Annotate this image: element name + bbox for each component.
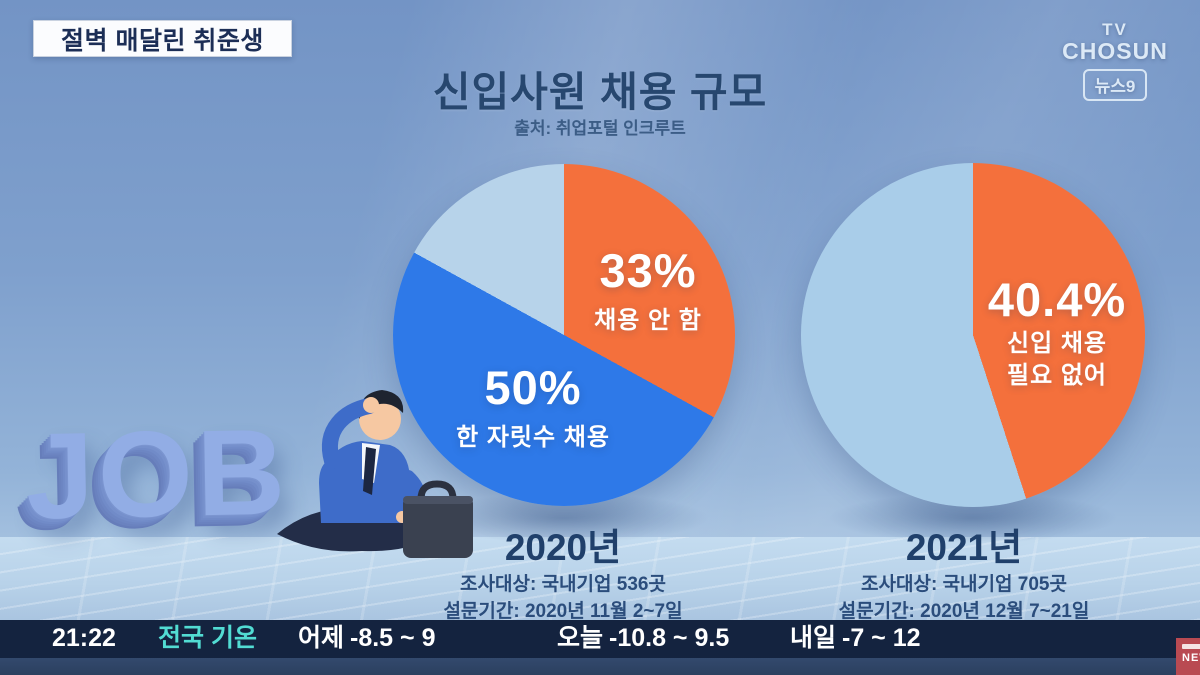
pie-2020-label-orange: 33% 채용 안 함 [594,243,702,335]
year-2020: 2020년 [504,527,622,568]
logo-tv-text: TV [1102,20,1128,39]
person-figure [277,390,473,558]
caption-no-need-line2: 필요 없어 [1007,362,1107,389]
year-block-2020: 2020년 조사대상: 국내기업 536곳 설문기간: 2020년 11월 2~… [383,517,743,625]
news9-badge: 뉴스9 [1082,69,1148,101]
ticker-today-value: -10.8 ~ 9.5 [609,624,730,652]
survey-target-2021: 조사대상: 국내기업 705곳 [861,574,1067,595]
survey-target-2020: 조사대상: 국내기업 536곳 [460,574,666,595]
ticker-yesterday-label: 어제 [298,624,345,652]
caption-no-need-line1: 신입 채용 [1007,330,1107,357]
chart-title: 신입사원 채용 규모 [432,69,768,115]
caption-no-hiring: 채용 안 함 [594,307,702,334]
caption-single-digit-hiring: 한 자릿수 채용 [456,424,610,451]
corner-logo-mark [1182,644,1200,649]
corner-logo-text: NEW [1182,652,1200,664]
job-seeker-illustration [263,381,481,581]
ticker-section-label: 전국 기온 [158,624,257,652]
survey-period-2020: 설문기간: 2020년 11월 2~7일 [443,601,683,622]
pie-2020-label-blue: 50% 한 자릿수 채용 [456,360,610,452]
pct-50: 50% [484,361,582,414]
logo-chosun-text: CHOSUN [1062,38,1168,64]
headline-badge: 절벽 매달린 취준생 [33,20,292,57]
tv-chosun-logo: TV CHOSUN 뉴스9 [1060,20,1170,101]
ticker-yesterday-value: -8.5 ~ 9 [350,624,436,652]
year-2021: 2021년 [905,527,1023,568]
floor-tile-lines [0,537,1200,622]
survey-period-2021: 설문기간: 2020년 12월 7~21일 [838,601,1090,622]
pct-33: 33% [599,244,697,297]
pie-chart-2020 [393,164,735,506]
headline-text: 절벽 매달린 취준생 [61,26,264,55]
ticker-today-label: 오늘 [557,624,604,652]
chart-source: 출처: 취업포털 인크루트 [514,119,686,138]
pie-2021-label-orange: 40.4% 신입 채용 필요 없어 [988,272,1126,391]
briefcase-icon [403,480,473,558]
ticker-tomorrow-value: -7 ~ 12 [842,624,921,652]
job-3d-text: JOB [24,403,291,545]
tv-chosun-news-corner-logo: NEW [1176,638,1200,675]
ticker-tomorrow-label: 내일 [790,624,837,652]
studio-floor [0,537,1200,622]
pie-chart-2021 [801,163,1145,507]
clock: 21:22 [52,624,116,652]
pct-40-4: 40.4% [987,273,1127,326]
ticker-lower-strip [0,658,1200,675]
weather-ticker: 21:22 전국 기온 어제 -8.5 ~ 9 오늘 -10.8 ~ 9.5 내… [0,620,1200,658]
year-block-2021: 2021년 조사대상: 국내기업 705곳 설문기간: 2020년 12월 7~… [784,517,1144,625]
